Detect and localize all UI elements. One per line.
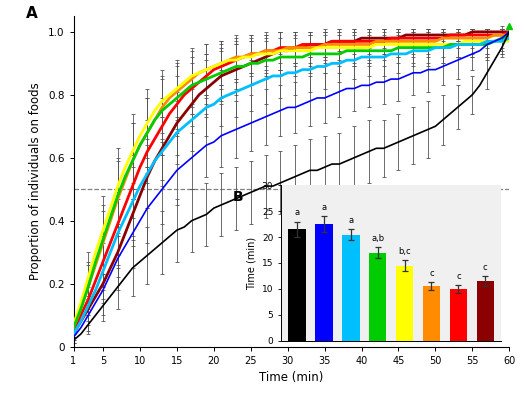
Y-axis label: Time (min): Time (min) [246,237,256,289]
Text: a: a [321,203,327,212]
Text: c: c [429,269,434,278]
Bar [342,235,360,341]
Bar [315,224,333,341]
Text: c: c [483,263,488,272]
Text: A: A [26,6,37,21]
Y-axis label: Proportion of individuals on foods: Proportion of individuals on foods [29,83,43,280]
Text: B: B [233,190,243,204]
Bar [288,229,306,341]
Bar [396,266,413,341]
Bar [477,281,494,341]
Bar [369,253,386,341]
Bar [449,289,467,341]
Text: c: c [456,272,460,280]
Text: a: a [295,208,300,218]
Text: b,c: b,c [398,247,411,256]
Bar [423,286,440,341]
X-axis label: Time (min): Time (min) [259,371,323,384]
Text: a: a [348,216,353,225]
Text: a,b: a,b [371,234,384,243]
